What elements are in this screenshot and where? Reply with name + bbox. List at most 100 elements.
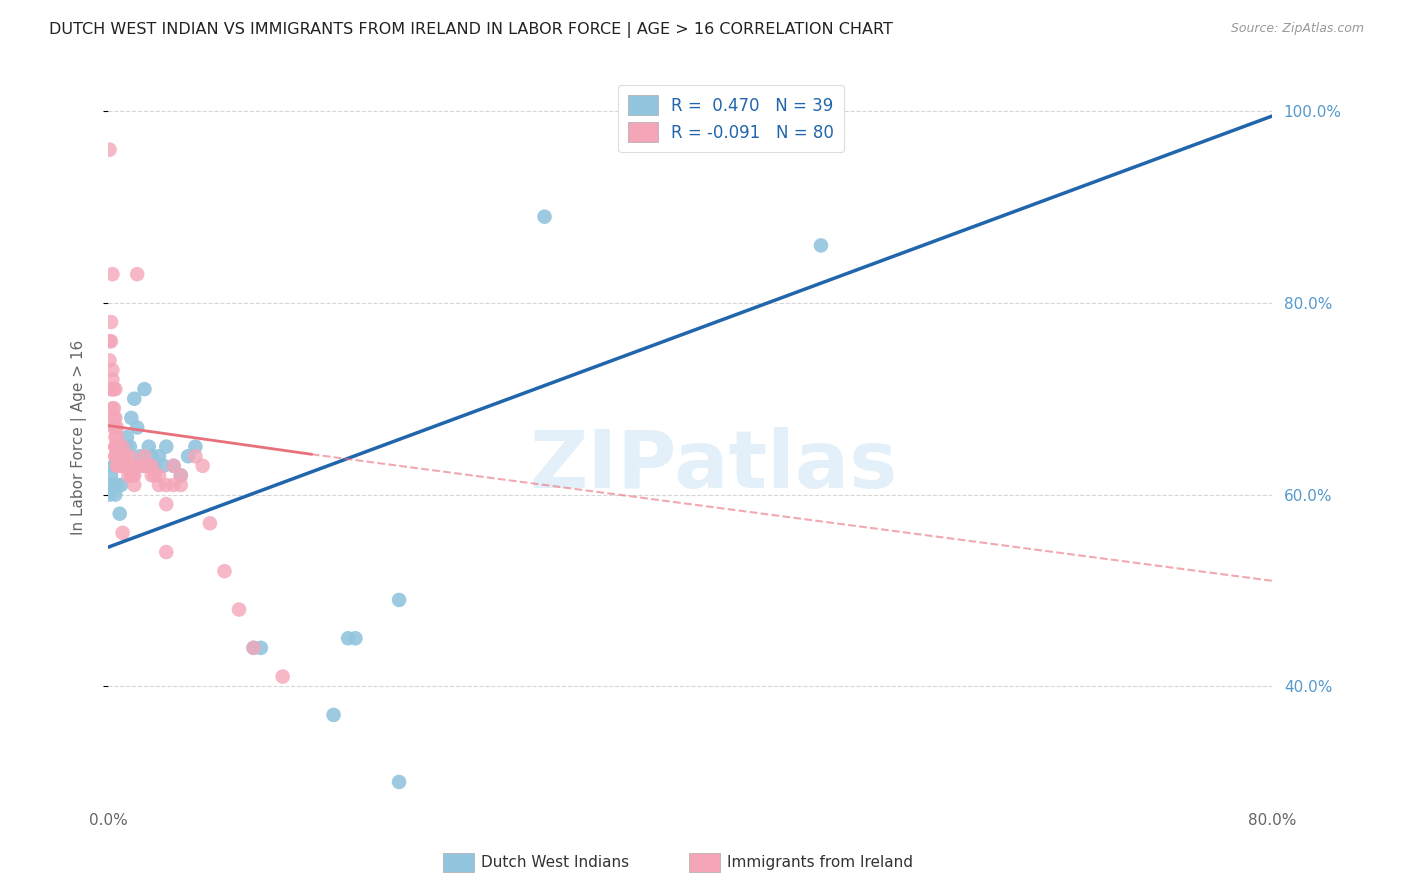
Point [104,382,127,396]
Point [134,458,156,473]
Point [118,458,141,473]
Point [104,410,127,425]
Point [344,632,367,646]
Point [271,669,294,683]
Point [114,458,136,473]
Point [105,478,128,492]
Point [117,468,139,483]
Point [107,458,129,473]
Point [152,458,174,473]
Point [100,334,122,349]
Point [98,353,121,368]
Point [98,487,121,501]
Point [104,449,127,463]
Point [141,468,163,483]
Point [104,430,127,444]
Point [98,334,121,349]
Point [148,478,170,492]
Point [134,382,156,396]
Point [118,440,141,454]
Point [105,420,128,434]
Point [104,487,127,501]
Text: ZIPatlas: ZIPatlas [529,427,897,505]
Point [184,440,207,454]
Point [107,440,129,454]
Point [155,440,177,454]
Point [105,440,128,454]
Point [148,449,170,463]
Point [105,440,128,454]
Point [110,478,132,492]
Point [184,449,207,463]
Point [533,210,555,224]
Text: DUTCH WEST INDIAN VS IMMIGRANTS FROM IRELAND IN LABOR FORCE | AGE > 16 CORRELATI: DUTCH WEST INDIAN VS IMMIGRANTS FROM IRE… [49,22,893,38]
Point [138,440,160,454]
Point [170,478,193,492]
Point [122,392,145,406]
Point [101,373,124,387]
Point [177,449,200,463]
Point [162,478,184,492]
Point [101,401,124,416]
Point [111,458,134,473]
Point [111,525,134,540]
Text: Dutch West Indians: Dutch West Indians [481,855,628,870]
Point [114,440,136,454]
Point [120,410,142,425]
Point [170,468,193,483]
Point [122,468,145,483]
Point [108,449,131,463]
Text: Source: ZipAtlas.com: Source: ZipAtlas.com [1230,22,1364,36]
Point [101,363,124,377]
Point [134,458,156,473]
Point [191,458,214,473]
Point [108,507,131,521]
Point [120,458,142,473]
Point [118,449,141,463]
Point [115,458,138,473]
Point [155,497,177,511]
Point [104,458,127,473]
Y-axis label: In Labor Force | Age > 16: In Labor Force | Age > 16 [72,340,87,534]
Point [127,267,149,281]
Point [134,449,156,463]
Point [111,449,134,463]
Point [105,458,128,473]
Point [121,468,143,483]
Point [250,640,273,655]
Point [101,382,124,396]
Point [103,410,125,425]
Point [100,468,122,483]
Point [155,478,177,492]
Point [129,449,152,463]
Point [103,382,125,396]
Point [228,602,250,616]
Point [110,449,132,463]
Point [110,458,132,473]
Point [114,449,136,463]
Point [129,458,152,473]
Point [148,468,170,483]
Point [388,775,411,789]
Point [198,516,221,531]
Point [170,468,193,483]
Point [104,440,127,454]
Point [143,468,166,483]
Point [127,420,149,434]
Point [108,458,131,473]
Point [100,382,122,396]
Point [100,315,122,329]
Point [105,430,128,444]
Point [122,478,145,492]
Point [105,449,128,463]
Point [810,238,832,252]
Point [103,420,125,434]
Point [103,401,125,416]
Point [162,458,184,473]
Point [101,267,124,281]
Point [104,420,127,434]
Legend: R =  0.470   N = 39, R = -0.091   N = 80: R = 0.470 N = 39, R = -0.091 N = 80 [617,85,844,153]
Point [162,458,184,473]
Point [104,440,127,454]
Text: Immigrants from Ireland: Immigrants from Ireland [727,855,912,870]
